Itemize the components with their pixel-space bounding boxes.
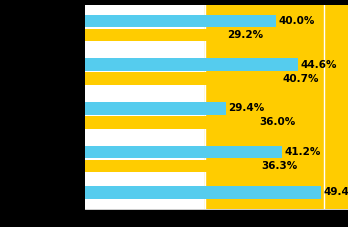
Text: 29.4%: 29.4% <box>228 103 264 113</box>
Text: 29.2%: 29.2% <box>227 30 263 40</box>
Text: 36.3%: 36.3% <box>261 161 297 171</box>
Text: 41.2%: 41.2% <box>284 147 321 157</box>
Bar <box>85 146 282 158</box>
Text: 36.0%: 36.0% <box>260 117 296 127</box>
Text: 40.7%: 40.7% <box>282 74 318 84</box>
Text: 44.6%: 44.6% <box>301 60 337 70</box>
Text: 40.0%: 40.0% <box>279 16 315 26</box>
Bar <box>85 15 276 27</box>
Bar <box>85 160 259 172</box>
Bar <box>85 186 321 199</box>
Bar <box>85 29 225 41</box>
Text: 49.4: 49.4 <box>324 187 348 197</box>
Bar <box>85 116 257 128</box>
Bar <box>85 72 280 85</box>
Bar <box>85 58 298 71</box>
Bar <box>205 5 348 209</box>
Bar <box>85 102 226 115</box>
